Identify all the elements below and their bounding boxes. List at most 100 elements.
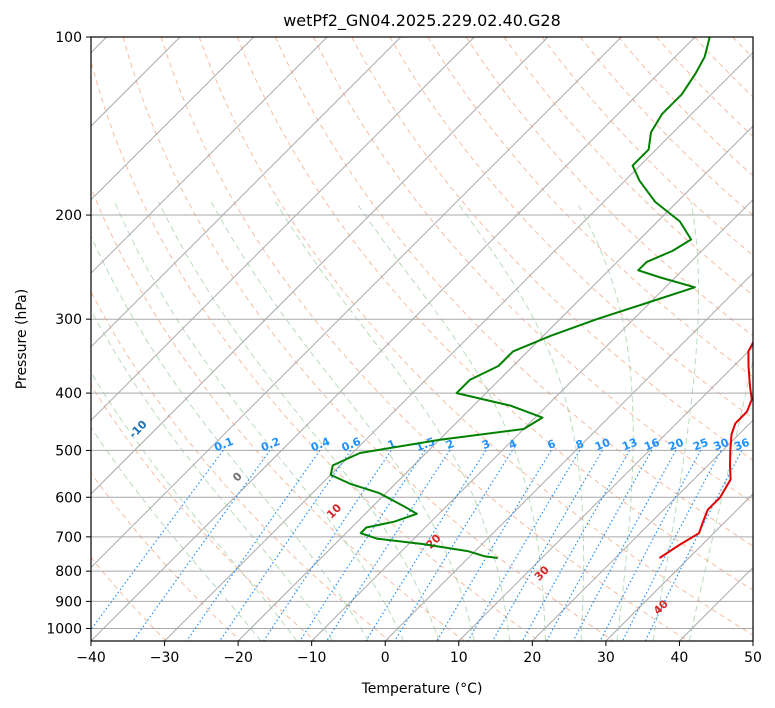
isotherm-line [752, 640, 753, 641]
mixing-ratio-label: 0.6 [340, 435, 363, 454]
dry-adiabat-line [91, 556, 167, 641]
y-tick-label: 400 [55, 386, 82, 402]
mixing-ratio-label: 3 [480, 437, 492, 452]
moist-adiabat-line [91, 234, 369, 641]
isotherm-line [458, 346, 753, 641]
x-tick-label: 0 [381, 650, 390, 666]
isotherm-line [91, 37, 255, 201]
background-lines [91, 37, 775, 641]
dry-adiabat-line [91, 186, 465, 641]
mixing-ratio-label: 0.2 [259, 435, 282, 454]
dry-adiabat-label: 30 [532, 563, 552, 583]
mixing-ratio-label: 8 [574, 437, 586, 452]
dry-adiabat-line [732, 37, 753, 59]
mixing-ratio-label: 4 [507, 437, 519, 452]
x-tick-label: 40 [671, 650, 689, 666]
moist-adiabat-line [688, 357, 753, 641]
dry-adiabat-line [91, 384, 316, 641]
dry-adiabat-line [503, 37, 753, 297]
isotherm-line [91, 37, 696, 641]
y-axis-ticks: 100 200 300 400 500 600 700 800 900 1000 [46, 30, 91, 637]
dry-adiabat-line [465, 37, 753, 337]
dry-adiabat-line [694, 37, 753, 98]
dry-adiabat-line [274, 37, 753, 547]
y-tick-label: 100 [55, 30, 82, 46]
x-tick-label: 20 [523, 650, 541, 666]
y-axis-title: Pressure (hPa) [14, 289, 30, 389]
dry-adiabat-line [351, 37, 753, 461]
dry-adiabat-line [541, 37, 753, 256]
mixing-ratio-label: 13 [620, 436, 639, 454]
x-axis-title: Temperature (°C) [361, 681, 483, 697]
y-tick-label: 700 [55, 530, 82, 546]
moist-adiabat-line [355, 201, 546, 641]
dry-adiabat-label: 40 [651, 597, 671, 617]
temperature-profile [658, 340, 753, 559]
isotherm-line [605, 493, 753, 641]
mixing-ratio-label: 36 [732, 436, 751, 454]
mixing-ratio-line [394, 450, 513, 641]
profile-lines [329, 37, 753, 559]
mixing-ratio-label: 1.5 [414, 435, 437, 454]
y-tick-label: 800 [55, 564, 82, 580]
mixing-ratio-line [572, 450, 677, 641]
x-tick-label: −30 [150, 650, 180, 666]
chart-title: wetPf2_GN04.2025.229.02.40.G28 [283, 11, 561, 31]
isotherm-line [384, 272, 753, 641]
mixing-ratio-label: 16 [642, 436, 661, 454]
line-labels: 0.10.20.40.611.52346810131620253036-100-… [33, 362, 751, 617]
mixing-ratio-line [644, 450, 743, 641]
x-tick-label: 50 [744, 650, 762, 666]
isotherm-line [91, 37, 622, 569]
moist-adiabat-line [91, 371, 298, 641]
isotherm-line [91, 37, 549, 495]
mixing-ratio-line [521, 450, 631, 641]
isotherm-line [91, 37, 475, 422]
dry-adiabat-line [389, 37, 753, 419]
mixing-ratio-line [436, 450, 552, 641]
plot-frame [90, 36, 754, 642]
moist-adiabat-line [456, 201, 585, 641]
y-tick-label: 300 [55, 312, 82, 328]
dry-adiabat-line [771, 37, 775, 641]
mixing-ratio-label: 6 [545, 437, 557, 452]
x-axis-ticks: −40 −30 −20 −10 0 10 20 30 40 50 [76, 641, 762, 666]
dry-adiabat-label: -10 [126, 417, 149, 440]
isotherm-line [91, 37, 328, 274]
isotherm-line [91, 37, 402, 348]
mixing-ratio-line [622, 450, 722, 641]
dry-adiabat-line [236, 37, 753, 591]
mixing-ratio-line [219, 450, 352, 641]
dry-adiabat-line [160, 37, 689, 641]
moist-adiabat-line [91, 426, 262, 641]
isotherm-line [164, 51, 753, 641]
mixing-ratio-line [546, 450, 653, 641]
isotherm-line [237, 125, 753, 641]
dry-adiabat-label: 20 [424, 531, 444, 551]
y-tick-label: 1000 [46, 621, 82, 637]
mixing-ratio-line [132, 450, 271, 641]
mixing-ratio-label: 1 [386, 437, 398, 452]
mixing-ratio-label: 2 [444, 437, 456, 452]
mixing-ratio-line [186, 450, 321, 641]
mixing-ratio-line [299, 450, 426, 641]
dry-adiabat-label: -20 [33, 362, 56, 385]
moist-adiabat-line [114, 201, 405, 641]
x-tick-label: −40 [76, 650, 106, 666]
dewpoint-profile [329, 37, 711, 559]
mixing-ratio-line [599, 450, 702, 641]
mixing-ratio-label: 25 [691, 436, 710, 454]
mixing-ratio-label: 0.4 [309, 435, 332, 454]
moist-adiabat-line [158, 201, 440, 641]
isotherm-line [311, 198, 753, 641]
y-tick-label: 900 [55, 594, 82, 610]
dry-adiabat-line [91, 290, 391, 641]
x-tick-label: 10 [450, 650, 468, 666]
dry-adiabat-line [427, 37, 753, 378]
mixing-ratio-label: 10 [593, 436, 612, 454]
mixing-ratio-line [262, 450, 392, 641]
mixing-ratio-line [91, 450, 224, 631]
moist-adiabat-line [576, 201, 634, 641]
x-tick-label: −10 [297, 650, 327, 666]
